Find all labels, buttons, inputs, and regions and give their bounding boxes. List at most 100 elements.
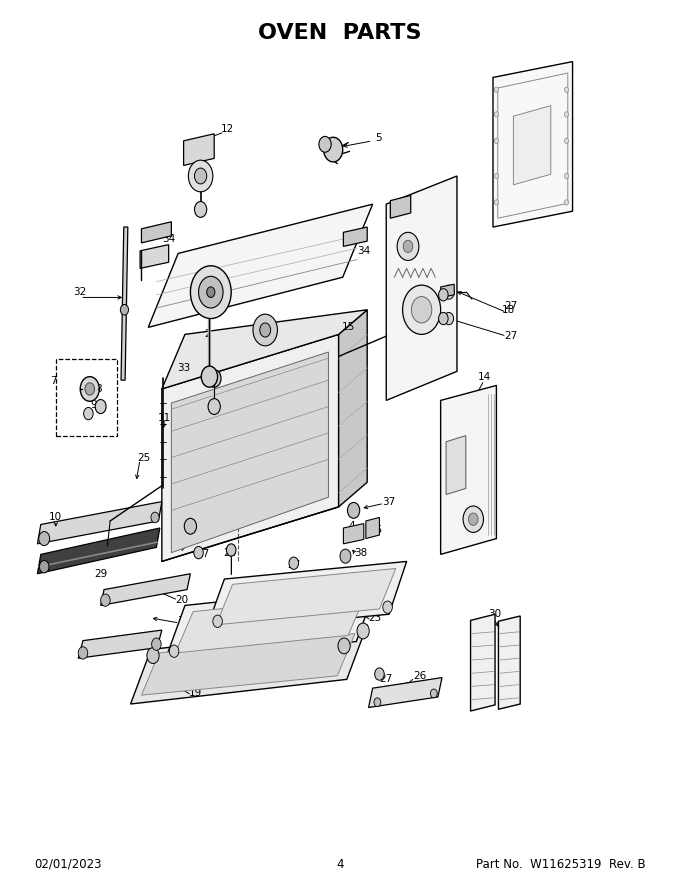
Polygon shape [141,222,171,243]
Circle shape [151,512,159,523]
Text: 23: 23 [369,612,382,623]
Circle shape [494,173,498,179]
Circle shape [84,407,93,420]
Circle shape [152,638,161,650]
Polygon shape [339,310,367,507]
Text: 29: 29 [94,568,107,579]
Circle shape [564,200,568,205]
Polygon shape [162,334,339,561]
Circle shape [201,366,218,387]
Circle shape [190,266,231,319]
Polygon shape [216,568,396,625]
Circle shape [444,312,454,325]
Text: 9: 9 [90,400,97,410]
Polygon shape [471,614,495,711]
Circle shape [494,112,498,117]
Polygon shape [366,517,379,539]
Polygon shape [78,630,162,658]
Circle shape [188,160,213,192]
Circle shape [95,400,106,414]
Text: 24: 24 [223,547,237,558]
Circle shape [469,513,478,525]
Polygon shape [175,594,366,653]
Polygon shape [140,245,169,268]
Text: 35: 35 [369,524,382,535]
Circle shape [120,304,129,315]
Circle shape [80,377,99,401]
Circle shape [226,544,236,556]
Polygon shape [162,310,367,389]
Text: OVEN  PARTS: OVEN PARTS [258,23,422,42]
Circle shape [207,370,221,387]
Circle shape [494,200,498,205]
Text: 28: 28 [186,142,199,152]
Text: 31: 31 [555,153,568,164]
Circle shape [383,601,392,613]
Text: 19: 19 [189,688,203,699]
Circle shape [443,285,454,299]
Text: 3: 3 [306,444,313,454]
Text: 27: 27 [505,301,518,312]
Text: 10: 10 [49,512,63,523]
Text: 1: 1 [415,225,422,236]
Circle shape [439,312,448,325]
Text: 37: 37 [382,496,396,507]
Text: 02/01/2023: 02/01/2023 [34,858,101,870]
Text: 2: 2 [204,329,211,340]
Text: 14: 14 [477,371,491,382]
Text: 27: 27 [287,560,301,570]
Circle shape [199,276,223,308]
Circle shape [289,557,299,569]
Circle shape [403,285,441,334]
Polygon shape [165,585,377,662]
Circle shape [564,87,568,92]
Circle shape [78,647,88,659]
Polygon shape [148,204,373,327]
Circle shape [319,136,331,152]
Circle shape [260,323,271,337]
Text: 34: 34 [357,246,371,256]
Circle shape [213,615,222,627]
Polygon shape [369,678,442,708]
Text: 11: 11 [158,413,171,423]
Text: 38: 38 [354,547,367,558]
Polygon shape [441,385,496,554]
Polygon shape [446,436,466,495]
Circle shape [340,549,351,563]
Circle shape [463,506,483,532]
Text: 13: 13 [479,480,493,491]
Circle shape [194,546,203,559]
Circle shape [375,668,384,680]
Text: 5: 5 [375,133,382,143]
Polygon shape [184,134,214,165]
Circle shape [494,138,498,143]
Text: 34: 34 [162,234,175,245]
Text: 17: 17 [311,221,325,231]
Circle shape [357,623,369,639]
Circle shape [397,232,419,260]
Text: 32: 32 [73,287,87,297]
Text: Part No.  W11625319  Rev. B: Part No. W11625319 Rev. B [477,858,646,870]
Circle shape [494,87,498,92]
Text: 8: 8 [95,384,102,394]
Polygon shape [441,284,454,297]
Polygon shape [205,561,407,632]
Circle shape [564,138,568,143]
Text: 16: 16 [178,516,192,526]
Circle shape [411,297,432,323]
Text: 36: 36 [177,616,190,627]
Circle shape [338,638,350,654]
Polygon shape [141,634,355,695]
Circle shape [208,399,220,414]
Circle shape [324,137,343,162]
Polygon shape [343,227,367,246]
Polygon shape [513,106,551,185]
Circle shape [439,289,448,301]
Circle shape [374,698,381,707]
Circle shape [253,314,277,346]
Polygon shape [343,524,364,544]
Text: 4: 4 [336,858,344,870]
Circle shape [194,202,207,217]
Circle shape [564,112,568,117]
Text: 6: 6 [152,250,158,260]
